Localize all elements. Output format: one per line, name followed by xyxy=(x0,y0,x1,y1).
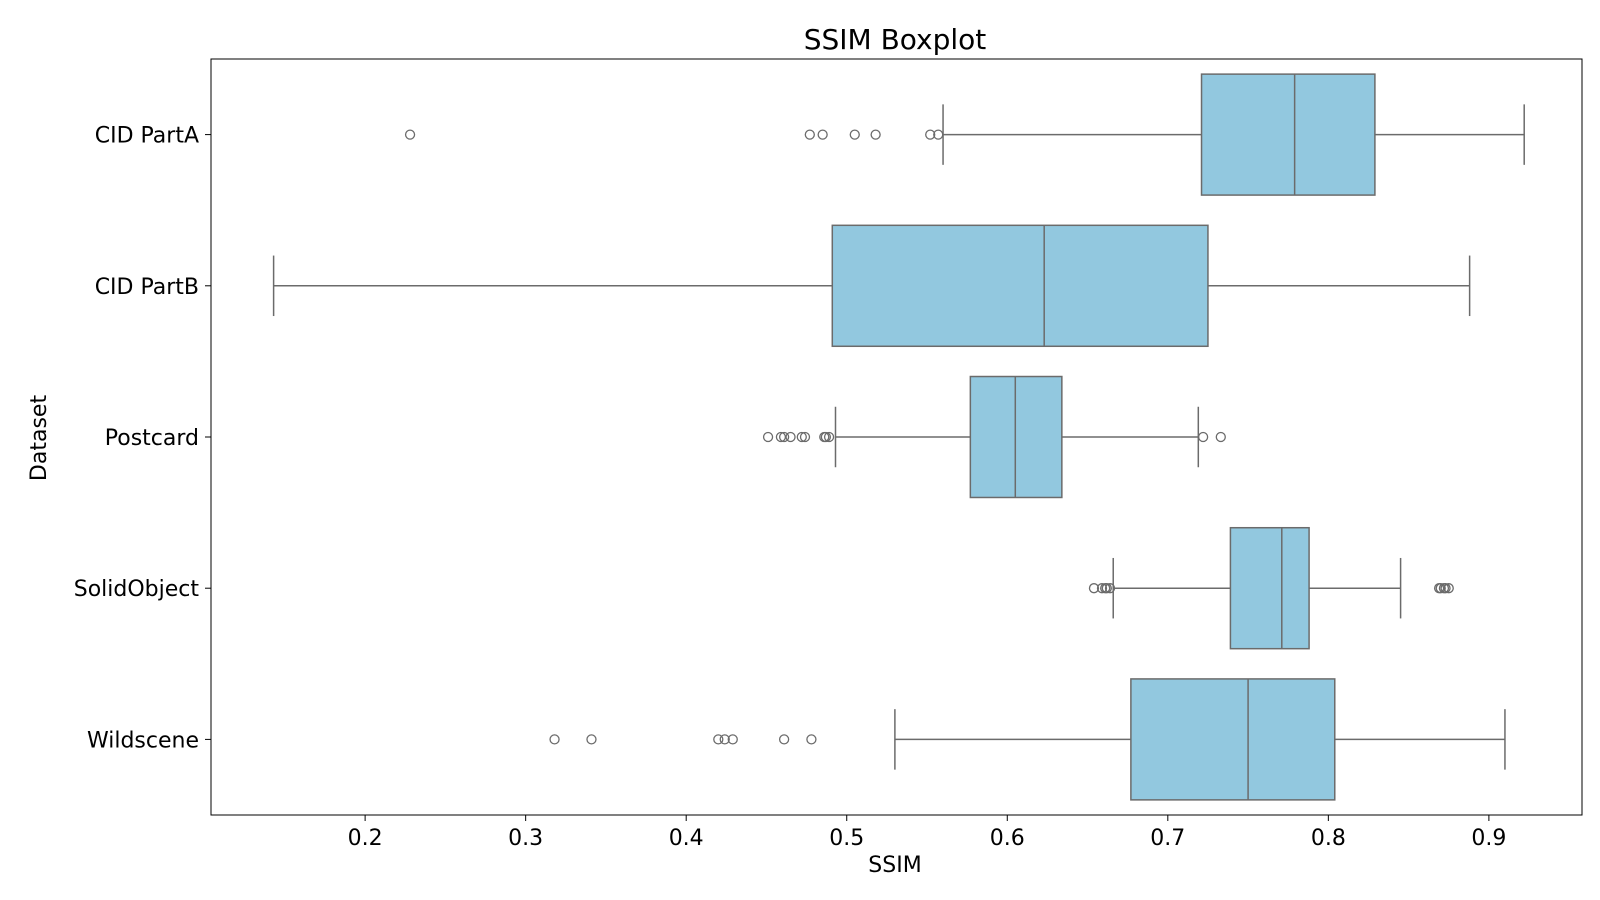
x-tick-label: 0.5 xyxy=(829,826,864,851)
y-tick-label: Wildscene xyxy=(87,728,199,753)
outlier-point xyxy=(849,129,860,140)
y-axis-label: Dataset xyxy=(27,395,52,482)
outlier-point xyxy=(799,431,811,443)
outlier-point xyxy=(796,431,807,443)
outlier-point xyxy=(719,734,730,745)
outlier-point xyxy=(933,129,944,140)
outlier-point xyxy=(1096,583,1108,594)
plot-layer xyxy=(272,73,1525,801)
outlier-point xyxy=(823,431,835,443)
box-group-4 xyxy=(549,678,1506,801)
outlier-point xyxy=(778,734,790,745)
outlier-point xyxy=(713,734,724,745)
outlier-point xyxy=(549,734,560,745)
outlier-point xyxy=(870,129,881,140)
box-group-3 xyxy=(1088,526,1454,650)
outlier-point xyxy=(586,734,597,745)
box-group-0 xyxy=(404,73,1525,196)
chart-title: SSIM Boxplot xyxy=(804,23,987,56)
outlier-point xyxy=(806,734,817,745)
x-axis-label: SSIM xyxy=(868,853,921,878)
iqr-box xyxy=(1130,678,1336,801)
outlier-point xyxy=(1088,583,1100,594)
y-tick-label: CID PartB xyxy=(95,275,199,300)
outlier-point xyxy=(817,129,828,140)
axis-layer: CID PartA CID PartB Postcard SolidObject Wil… xyxy=(74,124,1507,851)
iqr-box xyxy=(1200,73,1376,196)
outlier-point xyxy=(404,129,416,140)
outlier-point xyxy=(1443,583,1454,594)
y-tick-label: CID PartA xyxy=(95,124,199,149)
x-tick-label: 0.2 xyxy=(348,826,383,851)
outlier-point xyxy=(778,431,790,443)
outlier-point xyxy=(1104,583,1116,594)
iqr-box xyxy=(969,375,1063,499)
outlier-point xyxy=(1435,583,1446,594)
box-group-2 xyxy=(762,375,1226,499)
outlier-point xyxy=(1101,583,1112,594)
iqr-box xyxy=(1229,526,1310,650)
x-tick-label: 0.3 xyxy=(508,826,543,851)
outlier-point xyxy=(727,734,738,745)
y-tick-label: SolidObject xyxy=(74,577,200,602)
outlier-point xyxy=(785,431,796,443)
outlier-point xyxy=(925,129,936,140)
outlier-point xyxy=(1440,583,1451,594)
x-tick-label: 0.9 xyxy=(1471,826,1506,851)
y-tick-label: Postcard xyxy=(105,426,199,451)
iqr-box xyxy=(831,224,1209,348)
outlier-point xyxy=(804,129,815,140)
x-tick-label: 0.8 xyxy=(1311,826,1346,851)
x-tick-label: 0.6 xyxy=(990,826,1025,851)
x-tick-label: 0.4 xyxy=(669,826,704,851)
outlier-point xyxy=(820,431,832,443)
box-group-1 xyxy=(272,224,1471,348)
x-tick-label: 0.7 xyxy=(1150,826,1185,851)
outlier-point xyxy=(1215,431,1226,443)
outlier-point xyxy=(1197,431,1209,443)
outlier-point xyxy=(762,431,774,443)
